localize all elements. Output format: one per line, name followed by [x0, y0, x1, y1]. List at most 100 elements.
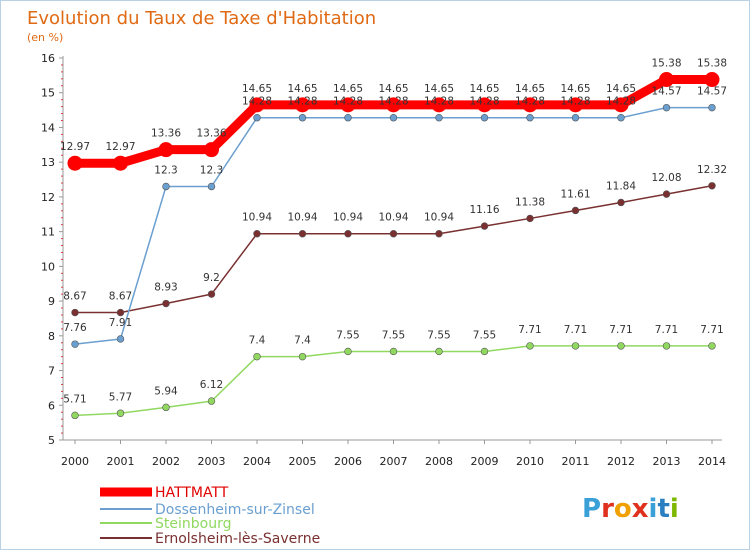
- series-0: [67, 72, 720, 171]
- data-label: 14.28: [287, 96, 317, 108]
- legend-label: Dossenheim-sur-Zinsel: [155, 502, 315, 518]
- data-point: [480, 114, 489, 122]
- data-label: 5.94: [154, 385, 178, 397]
- data-label: 7.55: [336, 329, 359, 341]
- data-label: 13.36: [151, 128, 181, 140]
- legend-label: Ernolsheim-lès-Saverne: [155, 531, 320, 547]
- data-label: 11.61: [560, 188, 590, 200]
- data-label: 12.97: [60, 141, 90, 153]
- series-line: [75, 185, 713, 314]
- y-tick-label: 6: [48, 399, 55, 412]
- data-point: [617, 114, 625, 122]
- data-point: [71, 308, 79, 317]
- data-point: [662, 190, 671, 198]
- x-tick-label: 2005: [289, 455, 317, 468]
- data-point: [662, 103, 671, 112]
- data-label: 14.28: [469, 96, 499, 108]
- data-label: 7.71: [564, 324, 587, 336]
- data-point: [298, 114, 307, 122]
- series-1: [71, 103, 716, 348]
- x-tick-label: 2013: [653, 455, 681, 468]
- y-tick-label: 9: [48, 295, 55, 308]
- proxiti-logo: Proxiti: [582, 494, 679, 524]
- data-label: 7.4: [294, 335, 311, 347]
- data-point: [522, 97, 538, 113]
- data-point: [477, 97, 492, 113]
- data-point: [116, 409, 125, 417]
- data-label: 11.16: [469, 204, 499, 216]
- data-point: [207, 290, 216, 298]
- data-point: [662, 342, 671, 350]
- series-3: [71, 182, 716, 317]
- data-point: [298, 352, 307, 361]
- data-point: [435, 114, 443, 122]
- data-label: 8.67: [109, 291, 132, 303]
- data-label: 10.94: [424, 212, 454, 224]
- data-point: [116, 335, 125, 343]
- data-point: [253, 114, 261, 122]
- chart-title: Evolution du Taux de Taxe d'Habitation: [27, 8, 376, 29]
- data-label: 12.3: [200, 164, 223, 176]
- data-point: [571, 342, 580, 350]
- data-point: [253, 230, 261, 238]
- series-2: [71, 342, 716, 420]
- data-label: 14.65: [606, 83, 636, 95]
- x-tick-label: 2012: [607, 455, 635, 468]
- data-label: 14.57: [697, 86, 727, 98]
- data-point: [480, 347, 489, 356]
- data-label: 14.65: [515, 83, 545, 95]
- x-tick-label: 2008: [425, 455, 453, 468]
- data-point: [253, 352, 261, 361]
- x-tick-label: 2014: [698, 455, 726, 468]
- y-tick-label: 12: [41, 191, 55, 204]
- data-point: [708, 103, 716, 112]
- data-point: [617, 342, 625, 350]
- x-tick-label: 2004: [243, 455, 271, 468]
- data-label: 14.65: [469, 83, 499, 95]
- data-label: 14.65: [333, 83, 363, 95]
- data-point: [526, 114, 534, 122]
- data-label: 9.2: [203, 272, 220, 284]
- data-point: [708, 182, 716, 190]
- data-point: [568, 97, 583, 113]
- data-point: [431, 97, 447, 113]
- chart-subtitle: (en %): [27, 31, 63, 44]
- data-point: [67, 155, 83, 171]
- data-label: 5.77: [109, 391, 132, 403]
- data-label: 14.28: [378, 96, 408, 108]
- legend-label: Steinbourg: [155, 516, 231, 532]
- series-labels-1: 7.76 7.91 12.3 12.3 14.28 14.28 14.28 14.28 14.2…: [63, 86, 727, 334]
- data-point: [340, 97, 356, 113]
- data-point: [158, 142, 174, 158]
- data-point: [344, 347, 352, 356]
- x-tick-label: 2006: [334, 455, 362, 468]
- y-tick-label: 13: [41, 156, 55, 169]
- data-point: [617, 198, 625, 207]
- data-point: [344, 114, 352, 122]
- data-point: [162, 182, 170, 191]
- data-point: [389, 230, 398, 238]
- data-point: [71, 340, 79, 348]
- data-point: [344, 230, 352, 238]
- data-label: 14.65: [378, 83, 408, 95]
- data-point: [207, 397, 216, 405]
- data-label: 15.38: [651, 58, 681, 70]
- data-point: [526, 342, 534, 350]
- legend-label: HATTMATT: [155, 485, 229, 501]
- data-label: 10.94: [287, 212, 317, 224]
- series-labels-3: 8.67 8.67 8.93 9.2 10.94 10.94 10.94 10.94 10.94…: [63, 164, 727, 303]
- data-label: 10.94: [333, 212, 363, 224]
- x-tick-label: 2011: [562, 455, 590, 468]
- data-label: 13.36: [196, 128, 226, 140]
- data-label: 7.71: [609, 324, 632, 336]
- data-label: 14.28: [424, 96, 454, 108]
- data-point: [389, 114, 398, 122]
- data-point: [298, 230, 307, 238]
- series-line: [74, 106, 712, 345]
- data-label: 7.55: [382, 329, 405, 341]
- data-label: 15.38: [697, 58, 727, 70]
- series-line: [74, 345, 712, 417]
- y-tick-label: 14: [41, 121, 55, 134]
